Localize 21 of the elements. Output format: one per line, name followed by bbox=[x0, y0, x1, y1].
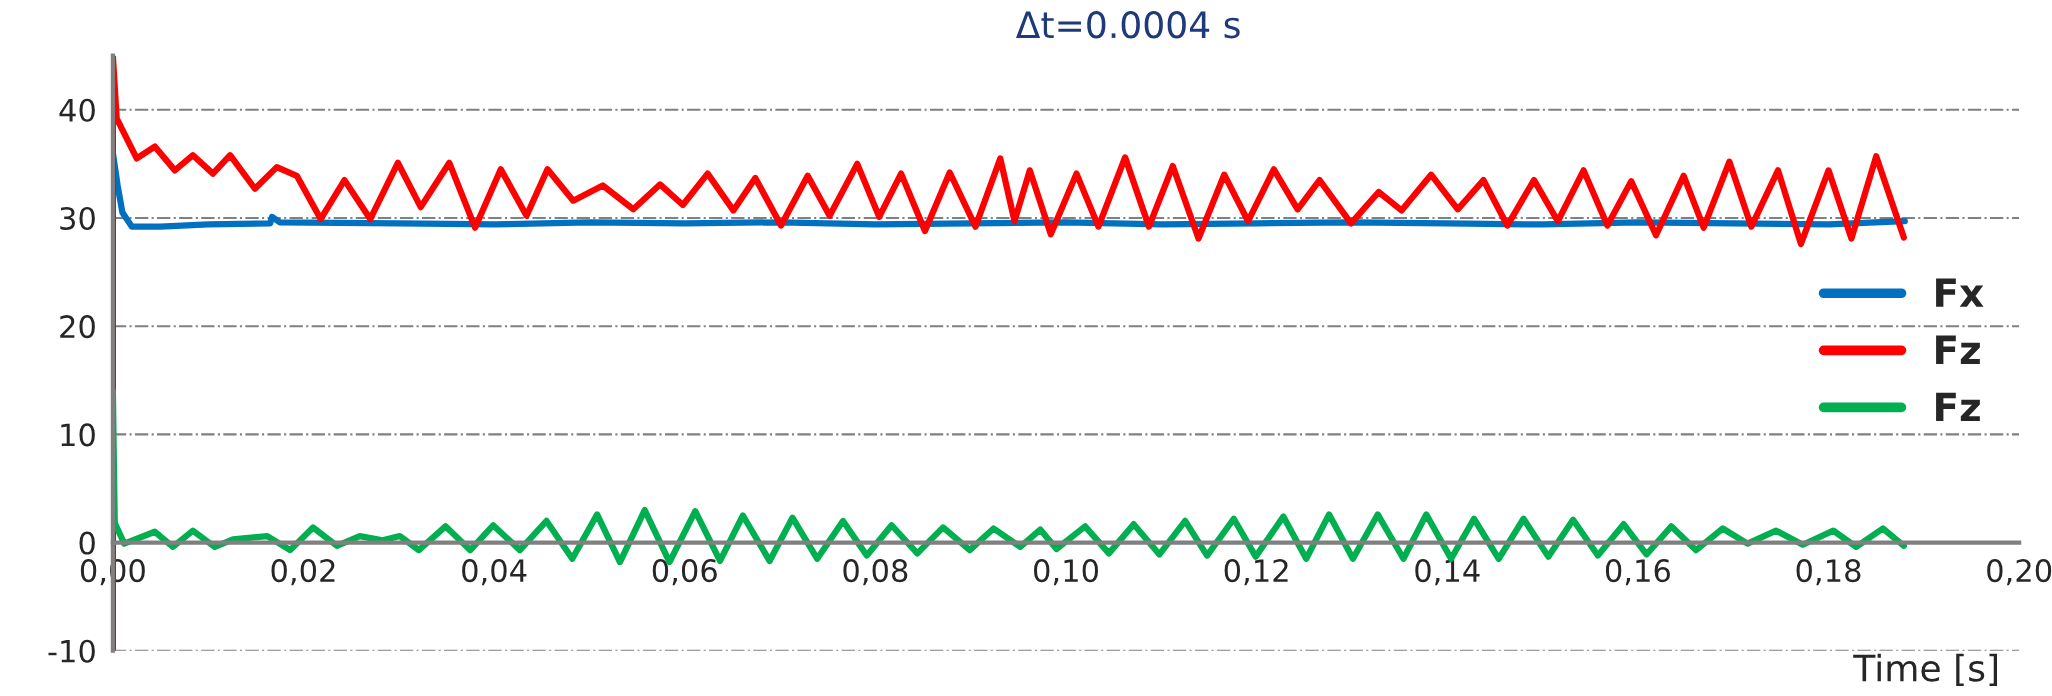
x-tick-label: 0,04 bbox=[462, 559, 527, 586]
legend-label: Fz bbox=[1936, 392, 1980, 422]
x-tick-label: 0,12 bbox=[1224, 559, 1288, 586]
legend-label: Fx bbox=[1936, 278, 1984, 307]
y-tick-label: 10 bbox=[61, 423, 95, 447]
legend-label: Fz bbox=[1936, 335, 1980, 364]
x-tick-label: 0,18 bbox=[1796, 559, 1861, 586]
chart-title: Δt=0.0004 s bbox=[1016, 11, 1240, 39]
y-tick-label: -10 bbox=[48, 639, 95, 663]
x-tick-label: 0,14 bbox=[1415, 559, 1480, 586]
y-tick-label: 0 bbox=[79, 531, 95, 555]
y-tick-label: 40 bbox=[59, 98, 95, 122]
y-tick-label: 20 bbox=[60, 315, 95, 339]
x-tick-label: 0,16 bbox=[1605, 559, 1670, 586]
x-axis-title: Time [s] bbox=[1853, 653, 1998, 686]
x-tick-label: 0,20 bbox=[1987, 559, 2052, 586]
x-tick-label: 0,10 bbox=[1034, 559, 1098, 586]
x-tick-label: 0,08 bbox=[843, 559, 908, 586]
y-tick-label: 30 bbox=[60, 206, 95, 231]
x-tick-label: 0,06 bbox=[652, 559, 717, 586]
x-tick-label: 0,02 bbox=[271, 559, 335, 586]
